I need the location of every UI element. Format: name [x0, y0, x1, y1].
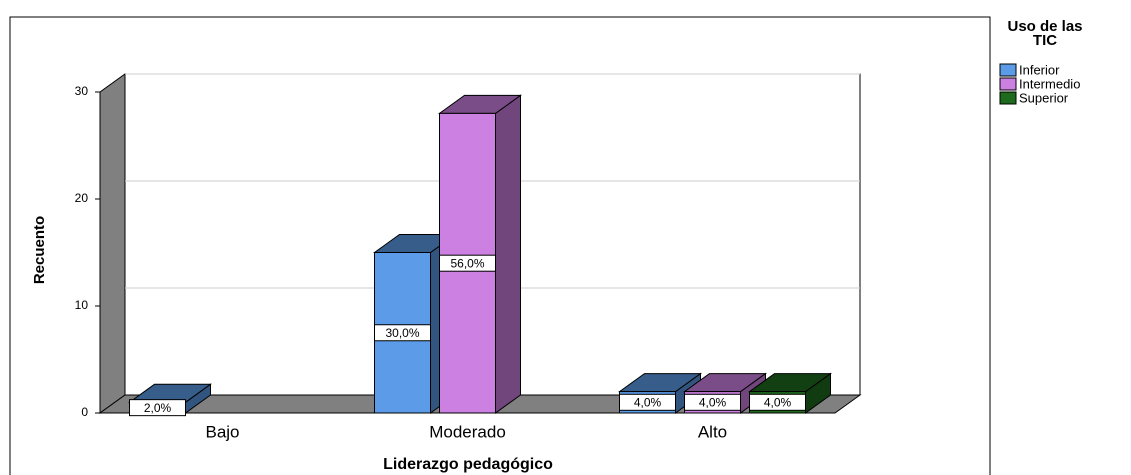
x-tick-label: Bajo: [205, 422, 239, 441]
bar-side: [495, 94, 521, 414]
value-label-box: [684, 393, 741, 411]
value-label-box: [129, 399, 186, 417]
bar: [437, 94, 523, 414]
y-tick-label: 20: [75, 191, 89, 205]
legend-swatch: [999, 77, 1017, 91]
legend-label: Intermedio: [1019, 76, 1080, 91]
y-tick-label: 0: [81, 405, 88, 419]
value-label: 2,0%: [144, 401, 172, 415]
value-label-box: [439, 254, 496, 272]
value-label-box: [374, 324, 431, 342]
x-tick-label: Alto: [698, 422, 727, 441]
y-tick-label: 10: [75, 298, 89, 312]
legend-label: Superior: [1019, 90, 1069, 105]
x-tick-label: Moderado: [429, 422, 506, 441]
value-label: 30,0%: [385, 326, 419, 340]
value-label-box: [619, 393, 676, 411]
chart-frame: [9, 16, 991, 475]
value-label: 4,0%: [699, 395, 727, 409]
left-wall: [99, 73, 126, 414]
legend-swatch: [999, 91, 1017, 105]
y-axis-title: Recuento: [31, 216, 48, 284]
legend-title: Uso de las TIC: [1007, 18, 1083, 49]
value-label-box: [749, 393, 806, 411]
value-label: 4,0%: [634, 395, 662, 409]
value-label: 56,0%: [450, 256, 484, 270]
value-label: 4,0%: [764, 395, 792, 409]
y-tick-label: 30: [75, 84, 89, 98]
legend-swatch: [999, 63, 1017, 77]
legend-label: Inferior: [1019, 62, 1060, 77]
x-axis-title: Liderazgo pedagógico: [383, 456, 553, 473]
